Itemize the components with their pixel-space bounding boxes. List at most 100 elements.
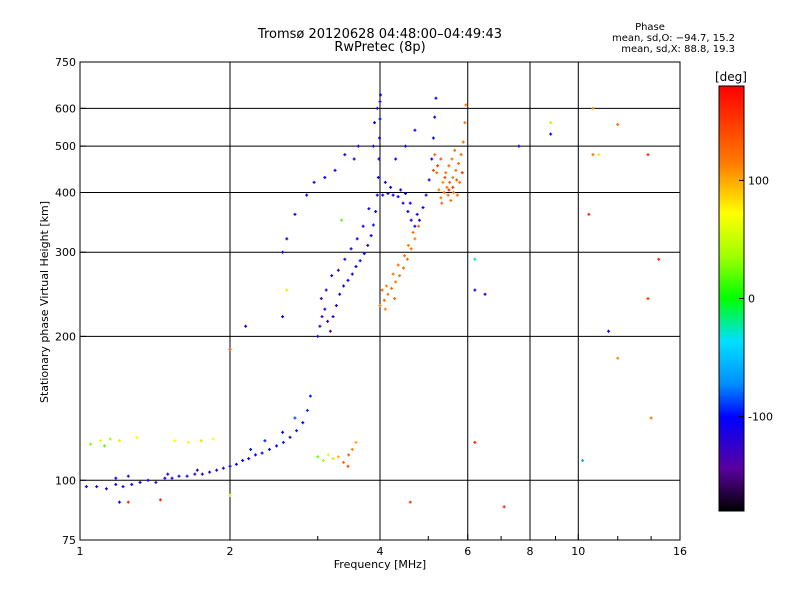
data-point <box>408 201 412 205</box>
data-point <box>597 153 601 157</box>
data-point <box>431 136 435 140</box>
data-point <box>331 457 335 461</box>
data-point <box>464 103 468 107</box>
data-point <box>215 468 219 472</box>
data-point <box>356 144 360 148</box>
data-point <box>517 144 521 148</box>
data-point <box>350 272 354 276</box>
data-point <box>398 274 402 278</box>
phase-heading: Phase <box>635 22 665 33</box>
phase-stats-o: mean, sd,O: −94.7, 15.2 <box>612 33 735 44</box>
y-tick-label: 200 <box>55 330 76 343</box>
data-point <box>424 193 428 197</box>
data-point <box>108 437 112 441</box>
data-point <box>371 144 375 148</box>
data-point <box>354 265 358 269</box>
data-point <box>403 144 407 148</box>
data-point <box>95 485 99 489</box>
data-point <box>437 188 441 192</box>
data-point <box>288 435 292 439</box>
x-axis-ticks: 1 2 4 6 8 10 16 <box>77 534 687 558</box>
data-point <box>417 218 421 222</box>
data-point <box>378 304 382 308</box>
data-point <box>281 430 285 434</box>
data-point <box>455 193 459 197</box>
data-point <box>451 185 455 189</box>
data-point <box>193 472 197 476</box>
x-tick-label: 4 <box>377 545 384 558</box>
data-point <box>587 212 591 216</box>
data-point <box>396 195 400 199</box>
data-point <box>186 440 190 444</box>
data-point <box>318 324 322 328</box>
data-point <box>440 201 444 205</box>
data-point <box>305 408 309 412</box>
data-point <box>312 180 316 184</box>
data-point <box>607 329 611 333</box>
data-point <box>375 193 379 197</box>
data-point <box>413 224 417 228</box>
data-point <box>391 193 395 197</box>
data-point <box>89 442 93 446</box>
y-tick-label: 500 <box>55 140 76 153</box>
data-point <box>450 157 454 161</box>
data-point <box>403 254 407 258</box>
data-point <box>417 224 421 228</box>
data-point <box>366 243 370 247</box>
data-point <box>126 500 130 504</box>
data-point <box>408 500 412 504</box>
data-point <box>616 123 620 127</box>
data-point <box>380 288 384 292</box>
data-point <box>459 153 463 157</box>
chart-subtitle: RwPretec (8p) <box>334 40 426 55</box>
data-point <box>409 247 413 251</box>
y-tick-label: 100 <box>55 474 76 487</box>
data-point <box>305 193 309 197</box>
data-point <box>441 180 445 184</box>
data-point <box>199 439 203 443</box>
data-point <box>421 206 425 210</box>
data-point <box>457 161 461 165</box>
data-point <box>502 505 506 509</box>
data-point <box>377 136 381 140</box>
data-point <box>463 121 467 125</box>
data-point <box>616 356 620 360</box>
data-point <box>117 439 121 443</box>
data-point <box>433 153 437 157</box>
data-point <box>427 178 431 182</box>
data-point <box>342 460 346 464</box>
data-point <box>378 100 382 104</box>
data-point <box>415 212 419 216</box>
data-point <box>349 247 353 251</box>
data-point <box>173 439 177 443</box>
data-point <box>126 474 130 478</box>
data-point <box>195 468 199 472</box>
x-tick-label: 10 <box>571 545 585 558</box>
data-point <box>316 455 320 459</box>
data-point <box>241 458 245 462</box>
data-point <box>247 457 251 461</box>
data-point <box>460 171 464 175</box>
data-point <box>473 288 477 292</box>
data-point <box>285 237 289 241</box>
y-axis-ticks: 75 100 200 300 400 500 600 750 <box>55 56 86 547</box>
data-point <box>323 175 327 179</box>
data-point <box>390 286 394 290</box>
data-point <box>406 210 410 214</box>
data-point <box>591 153 595 157</box>
data-point <box>295 429 299 433</box>
colorbar-title: [deg] <box>715 70 747 84</box>
data-point <box>375 106 379 110</box>
data-point <box>163 476 167 480</box>
data-point <box>338 292 342 296</box>
data-point <box>435 171 439 175</box>
data-point <box>473 440 477 444</box>
data-point <box>249 447 253 451</box>
data-point <box>333 168 337 172</box>
data-point <box>228 493 232 497</box>
data-point <box>451 175 455 179</box>
data-point <box>581 458 585 462</box>
data-point <box>413 128 417 132</box>
data-point <box>158 498 162 502</box>
data-point <box>114 476 118 480</box>
